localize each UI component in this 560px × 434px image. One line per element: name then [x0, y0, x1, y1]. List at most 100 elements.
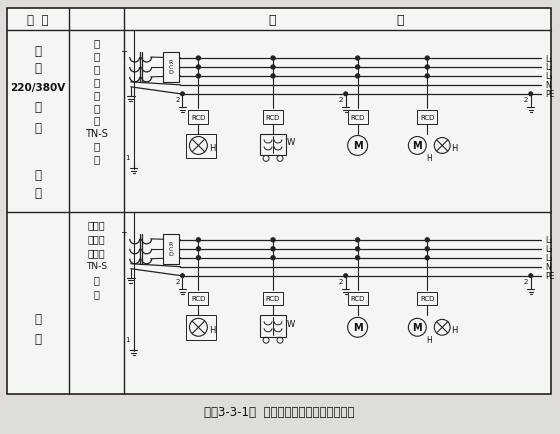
Bar: [186, 316, 216, 340]
Text: RCD: RCD: [351, 115, 365, 120]
Circle shape: [425, 66, 430, 70]
Circle shape: [356, 66, 360, 70]
Bar: [263, 292, 283, 306]
Text: TN-S: TN-S: [85, 128, 108, 138]
Circle shape: [181, 274, 184, 278]
Text: L₁: L₁: [545, 54, 553, 63]
Text: 电: 电: [94, 115, 100, 125]
Text: 压: 压: [94, 77, 100, 87]
Bar: [162, 53, 179, 82]
Text: 图（3-3-1）  漏电保护器使用接线方法示意: 图（3-3-1） 漏电保护器使用接线方法示意: [204, 405, 354, 418]
Text: RCD: RCD: [191, 115, 206, 120]
Text: 2: 2: [175, 278, 180, 284]
Text: 220/380V: 220/380V: [11, 82, 66, 92]
Text: PE: PE: [545, 272, 555, 280]
Text: 零: 零: [35, 122, 41, 135]
Circle shape: [425, 75, 430, 79]
Text: R: R: [169, 60, 172, 66]
Circle shape: [356, 247, 360, 251]
Text: 供: 供: [94, 102, 100, 112]
Text: 2: 2: [524, 96, 528, 102]
Text: H: H: [451, 144, 458, 153]
Text: RCD: RCD: [266, 296, 280, 302]
Circle shape: [529, 274, 533, 278]
Circle shape: [181, 93, 184, 96]
Text: M: M: [413, 322, 422, 332]
Text: H: H: [426, 154, 432, 162]
Text: L₁: L₁: [545, 236, 553, 245]
Text: 2: 2: [175, 96, 180, 102]
Text: L₂: L₂: [545, 245, 553, 254]
Text: R: R: [169, 242, 172, 247]
Circle shape: [271, 256, 275, 260]
Text: C: C: [169, 247, 172, 252]
Text: RCD: RCD: [191, 296, 206, 302]
Circle shape: [425, 256, 430, 260]
Circle shape: [271, 66, 275, 70]
Text: 统: 统: [94, 154, 100, 164]
Text: H: H: [451, 325, 458, 334]
Text: RCD: RCD: [420, 296, 435, 302]
Text: T: T: [122, 50, 127, 59]
Text: TN-S: TN-S: [86, 262, 107, 270]
Text: 专: 专: [94, 38, 100, 48]
Text: 接: 接: [269, 14, 276, 27]
Text: C: C: [169, 65, 172, 70]
Circle shape: [529, 93, 533, 96]
Text: 接: 接: [35, 101, 41, 114]
Circle shape: [197, 247, 200, 251]
Bar: [186, 134, 216, 159]
Text: W: W: [287, 319, 295, 328]
Text: W: W: [287, 138, 295, 147]
Text: D: D: [168, 70, 173, 75]
Circle shape: [344, 93, 347, 96]
Circle shape: [356, 75, 360, 79]
Text: 统: 统: [35, 332, 41, 345]
Text: 2: 2: [338, 278, 343, 284]
Text: 统: 统: [94, 289, 99, 299]
Circle shape: [425, 57, 430, 61]
Bar: [348, 292, 367, 306]
Bar: [260, 316, 286, 338]
Text: 电局部: 电局部: [87, 247, 105, 257]
Text: 系: 系: [35, 312, 41, 325]
Text: L₂: L₂: [545, 63, 553, 72]
Circle shape: [197, 66, 200, 70]
Text: 线: 线: [396, 14, 404, 27]
Text: 相: 相: [35, 62, 41, 75]
Bar: [189, 110, 208, 124]
Text: 系: 系: [94, 141, 100, 151]
Text: 2: 2: [524, 278, 528, 284]
Circle shape: [425, 238, 430, 242]
Bar: [162, 234, 179, 264]
Text: D: D: [168, 252, 173, 256]
Text: M: M: [353, 322, 362, 332]
Bar: [7, 9, 550, 394]
Text: 保: 保: [35, 168, 41, 181]
Circle shape: [271, 57, 275, 61]
Text: 变: 变: [94, 64, 100, 74]
Text: PE: PE: [545, 90, 555, 99]
Circle shape: [356, 256, 360, 260]
Bar: [263, 110, 283, 124]
Text: 系: 系: [94, 275, 99, 285]
Circle shape: [197, 238, 200, 242]
Text: N: N: [545, 81, 552, 90]
Text: 护: 护: [35, 186, 41, 199]
Text: H: H: [209, 144, 216, 153]
Text: 线制供: 线制供: [87, 233, 105, 243]
Text: RCD: RCD: [351, 296, 365, 302]
Text: T: T: [122, 232, 127, 241]
Text: N: N: [545, 263, 552, 272]
Text: H: H: [209, 325, 216, 334]
Circle shape: [344, 274, 347, 278]
Text: RCD: RCD: [420, 115, 435, 120]
Text: M: M: [353, 141, 362, 151]
Bar: [417, 110, 437, 124]
Circle shape: [197, 256, 200, 260]
Text: 三相四: 三相四: [87, 220, 105, 230]
Circle shape: [356, 238, 360, 242]
Text: 用: 用: [94, 51, 100, 61]
Text: 系  统: 系 统: [27, 14, 49, 27]
Text: H: H: [426, 335, 432, 344]
